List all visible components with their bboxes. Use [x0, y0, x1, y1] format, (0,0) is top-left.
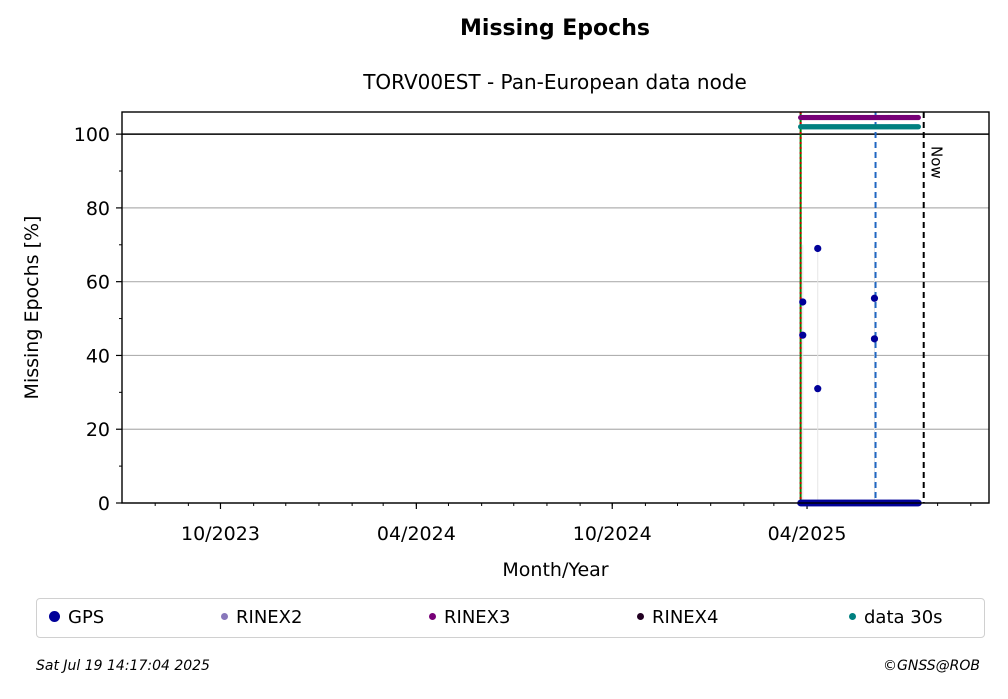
point-gps	[870, 335, 879, 343]
legend-marker-rinex2	[221, 612, 228, 620]
legend-item-rinex3: RINEX3	[429, 607, 510, 628]
legend-label-rinex4: RINEX4	[652, 607, 719, 628]
point-rinex3	[915, 114, 921, 121]
legend-label-rinex3: RINEX3	[444, 607, 511, 628]
point-data-30s	[915, 124, 921, 130]
y-tick-label: 40	[86, 345, 110, 367]
point-gps	[799, 298, 807, 306]
chart-subtitle: TORV00EST - Pan-European data node	[363, 70, 747, 94]
legend-item-rinex2: RINEX2	[221, 607, 302, 628]
x-tick-label: 04/2025	[768, 523, 847, 545]
legend-label-gps: GPS	[68, 607, 105, 628]
legend-label-data-30s: data 30s	[864, 607, 943, 628]
legend-item-rinex4: RINEX4	[637, 607, 718, 628]
point-gps	[814, 244, 822, 253]
chart-legend: GPS RINEX2 RINEX3 RINEX4 data 30s	[36, 598, 985, 638]
y-tick-label: 100	[74, 124, 110, 146]
y-tick-label: 60	[86, 272, 110, 294]
x-tick-label: 10/2023	[181, 523, 260, 545]
x-tick-label: 04/2024	[377, 523, 456, 545]
now-label: Now	[928, 146, 946, 179]
legend-marker-gps	[49, 610, 60, 622]
footer-copyright: ©GNSS@ROB	[883, 658, 980, 674]
legend-marker-rinex4	[637, 612, 644, 620]
legend-item-data-30s: data 30s	[849, 607, 943, 628]
x-axis-label: Month/Year	[502, 559, 608, 581]
y-axis-label: Missing Epochs [%]	[21, 216, 43, 400]
chart-title: Missing Epochs	[460, 16, 650, 41]
legend-item-gps: GPS	[49, 607, 104, 628]
footer-timestamp: Sat Jul 19 14:17:04 2025	[36, 658, 210, 674]
point-gps	[799, 331, 807, 339]
x-tick-label: 10/2024	[573, 523, 652, 545]
legend-marker-rinex3	[429, 612, 436, 620]
plot-frame	[121, 111, 990, 504]
point-gps	[870, 294, 879, 302]
point-gps	[814, 385, 822, 393]
y-tick-label: 20	[86, 419, 110, 441]
legend-label-rinex2: RINEX2	[236, 607, 303, 628]
y-tick-label: 80	[86, 198, 110, 220]
legend-marker-data-30s	[849, 612, 856, 620]
y-tick-label: 0	[98, 493, 110, 515]
